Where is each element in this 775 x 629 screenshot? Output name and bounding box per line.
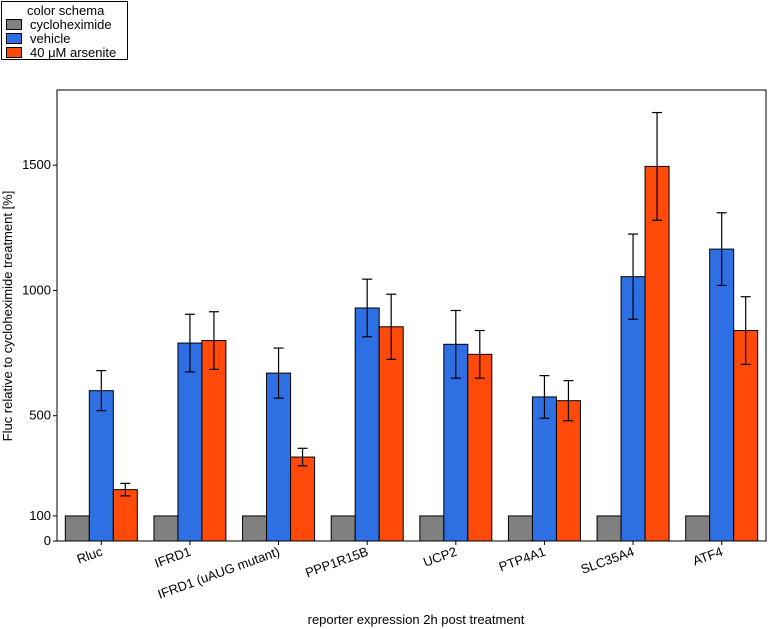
x-tick-label: PPP1R15B [303, 544, 370, 581]
legend-label-arsenite: 40 μM arsenite [30, 45, 117, 60]
y-tick-label: 1500 [22, 157, 51, 172]
error-bar-ifrd1-uaug-mutant-vehicle [273, 347, 284, 399]
bar-atf4-vehicle [709, 248, 735, 542]
legend-swatch-arsenite [6, 47, 22, 58]
legend-title: color schema [27, 3, 105, 18]
error-bar-atf4-vehicle [716, 212, 727, 287]
bar-atf4-40-m-arsenite [733, 330, 759, 542]
bar-ifrd1-cycloheximide [153, 515, 179, 542]
error-bar-ptp4a1-vehicle [539, 375, 550, 419]
legend: color schema cycloheximide vehicle 40 μM… [1, 1, 128, 60]
bar-ucp2-40-m-arsenite [467, 353, 493, 542]
bar-ifrd1-40-m-arsenite [201, 340, 227, 542]
bar-ifrd1-uaug-mutant-40-m-arsenite [290, 456, 316, 542]
error-bar-ptp4a1-40-m-arsenite [563, 380, 574, 422]
bar-ptp4a1-cycloheximide [507, 515, 533, 542]
bar-ppp1r15b-cycloheximide [330, 515, 356, 542]
legend-swatch-cycloheximide [6, 19, 22, 30]
x-tick-label: ATF4 [691, 544, 725, 569]
bar-rluc-cycloheximide [64, 515, 90, 542]
legend-label-cycloheximide: cycloheximide [30, 17, 112, 32]
error-bar-ppp1r15b-vehicle [362, 278, 373, 338]
bar-ifrd1-vehicle [177, 342, 203, 542]
error-bar-ifrd1-vehicle [184, 313, 195, 373]
x-tick-label: Rluc [75, 544, 105, 567]
error-bar-rluc-vehicle [96, 370, 107, 412]
bar-ptp4a1-40-m-arsenite [555, 400, 581, 542]
bar-rluc-vehicle [88, 390, 114, 542]
error-bar-rluc-40-m-arsenite [120, 482, 131, 497]
y-axis-label: Fluc relative to cycloheximide treatment… [0, 191, 15, 442]
bar-slc35a4-vehicle [620, 276, 646, 542]
legend-label-vehicle: vehicle [30, 31, 71, 46]
y-tick-label: 1000 [22, 282, 51, 297]
y-tick-label: 100 [29, 508, 51, 523]
y-tick-label: 500 [29, 408, 51, 423]
error-bar-ppp1r15b-40-m-arsenite [386, 293, 397, 360]
error-bars-layer [96, 111, 751, 497]
bar-atf4-cycloheximide [685, 515, 711, 542]
y-axis-ticks: 0 100 500 1000 1500 [22, 157, 57, 548]
bar-ppp1r15b-40-m-arsenite [378, 326, 404, 542]
error-bar-ucp2-40-m-arsenite [474, 329, 485, 379]
x-tick-label: SLC35A4 [579, 544, 636, 577]
x-tick-label: PTP4A1 [497, 544, 548, 575]
error-bar-ifrd1-40-m-arsenite [208, 311, 219, 370]
error-bar-ucp2-vehicle [450, 309, 461, 379]
y-tick-label: 0 [44, 533, 51, 548]
bar-rluc-40-m-arsenite [112, 489, 138, 542]
error-bar-atf4-40-m-arsenite [740, 296, 751, 365]
bar-ucp2-cycloheximide [419, 515, 445, 542]
bar-slc35a4-cycloheximide [596, 515, 622, 542]
error-bar-slc35a4-vehicle [628, 233, 639, 320]
x-tick-label: IFRD1 [153, 544, 193, 571]
legend-swatch-vehicle [6, 33, 22, 44]
error-bar-ifrd1-uaug-mutant-40-m-arsenite [297, 447, 308, 467]
x-axis-label: reporter expression 2h post treatment [308, 612, 525, 627]
bar-ppp1r15b-vehicle [354, 307, 380, 542]
x-tick-label: UCP2 [421, 544, 459, 570]
bar-ifrd1-uaug-mutant-cycloheximide [242, 515, 268, 542]
bar-slc35a4-40-m-arsenite [644, 165, 670, 542]
error-bar-slc35a4-40-m-arsenite [652, 111, 663, 221]
bar-ptp4a1-vehicle [531, 396, 557, 542]
